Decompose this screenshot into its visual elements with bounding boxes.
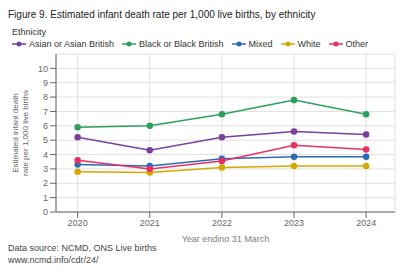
svg-text:0: 0 — [43, 207, 48, 217]
svg-text:2020: 2020 — [68, 218, 88, 228]
svg-text:2021: 2021 — [140, 218, 160, 228]
html-text:Data source: NCMD, ONS Live bi: Data source: NCMD, ONS Live births — [8, 243, 157, 253]
html-text:Mixed: Mixed — [248, 39, 273, 49]
html-text:Black or Black British: Black or Black British — [139, 39, 224, 49]
svg-text:2024: 2024 — [356, 218, 376, 228]
html-text:www.ncmd.info/cdr/24/: www.ncmd.info/cdr/24/ — [8, 255, 99, 265]
svg-text:4: 4 — [43, 150, 48, 160]
svg-text:2022: 2022 — [212, 218, 232, 228]
svg-text:Year ending 31 March: Year ending 31 March — [182, 234, 270, 242]
svg-text:9: 9 — [43, 78, 48, 88]
svg-text:10: 10 — [38, 64, 48, 74]
svg-text:Estimated infant death: Estimated infant death — [11, 93, 20, 173]
html-text:Asian or Asian British: Asian or Asian British — [29, 39, 114, 49]
html-text:Figure 9. Estimated infant dea: Figure 9. Estimated infant death rate pe… — [8, 9, 316, 20]
svg-text:2: 2 — [43, 178, 48, 188]
svg-text:8: 8 — [43, 92, 48, 102]
svg-text:5: 5 — [43, 135, 48, 145]
svg-text:rate per 1,000 live births: rate per 1,000 live births — [21, 90, 30, 176]
svg-text:1: 1 — [43, 193, 48, 203]
svg-text:6: 6 — [43, 121, 48, 131]
svg-text:7: 7 — [43, 107, 48, 117]
html-text:Other: Other — [345, 39, 369, 49]
svg-text:2023: 2023 — [284, 218, 304, 228]
svg-text:3: 3 — [43, 164, 48, 174]
html-text:White: White — [297, 39, 321, 49]
html-text:Ethnicity: Ethnicity — [12, 27, 46, 37]
